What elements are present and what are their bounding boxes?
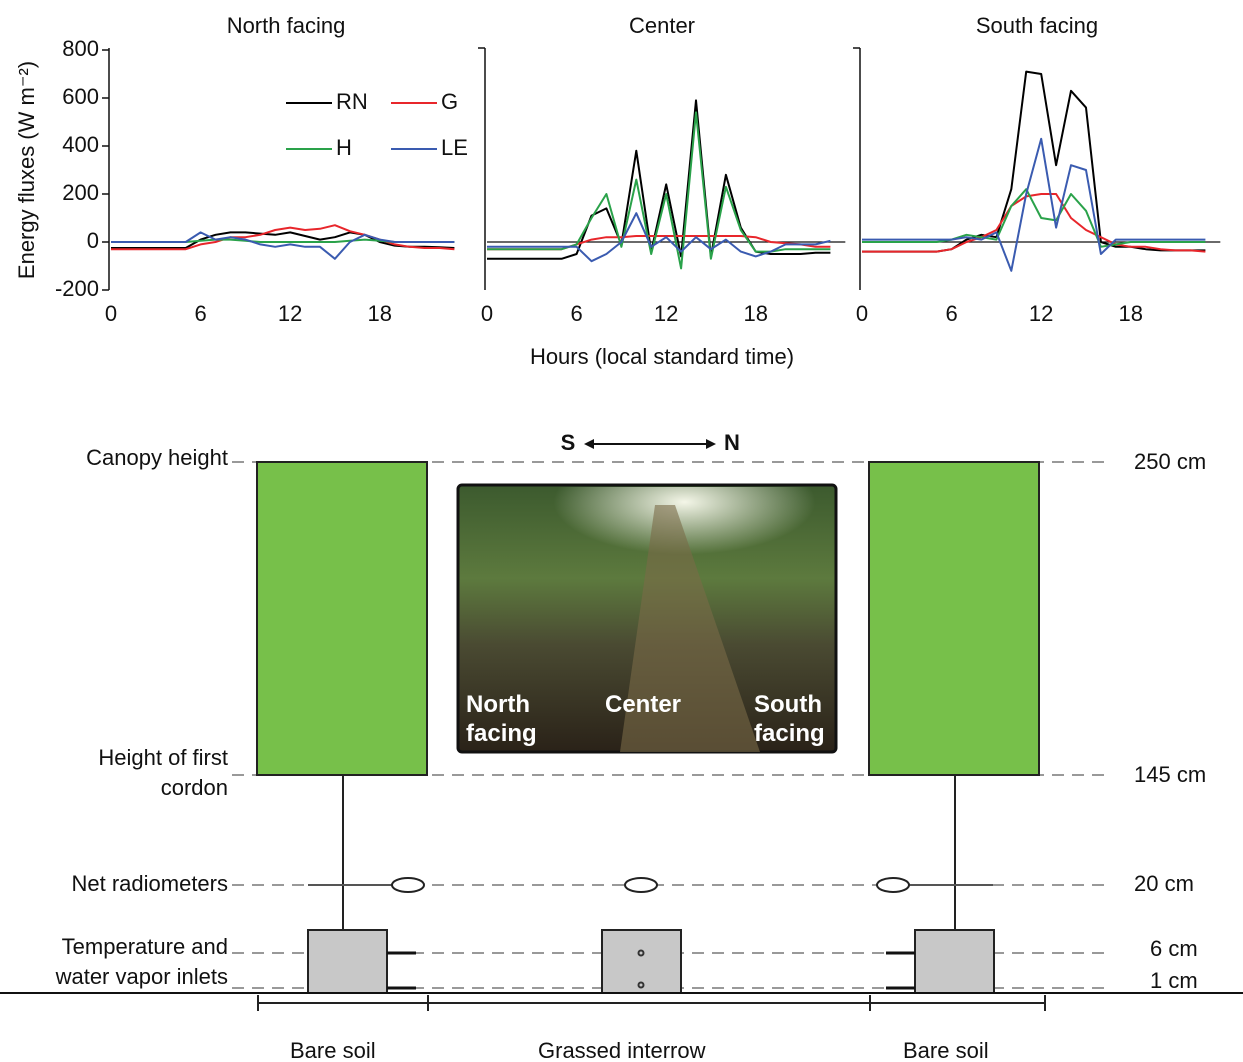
series-line [487, 111, 831, 270]
y-tick-label: 600 [62, 84, 99, 109]
right-label: 145 cm [1134, 762, 1207, 787]
canopy [868, 461, 1040, 776]
radiometer [624, 877, 658, 893]
x-tick-label: 0 [105, 301, 117, 326]
y-tick-label: -200 [55, 276, 99, 301]
legend-label: G [441, 89, 458, 114]
direction-label: N [724, 430, 740, 455]
right-label: 1 cm [1150, 968, 1198, 993]
legend-label: RN [336, 89, 368, 114]
direction-label: S [561, 430, 576, 455]
right-label: 250 cm [1134, 449, 1207, 474]
logger-box [307, 929, 388, 994]
x-tick-label: 18 [1118, 301, 1142, 326]
left-label: Temperature and water vapor inlets [55, 934, 228, 989]
inlet [637, 981, 645, 989]
legend-label: H [336, 135, 352, 160]
x-tick-label: 18 [743, 301, 767, 326]
inlet [637, 949, 645, 957]
series-line [487, 212, 831, 263]
photo-label: South facing [754, 691, 825, 747]
radiometer [391, 877, 425, 893]
series-line [862, 193, 1206, 253]
right-label: 20 cm [1134, 871, 1194, 896]
radiometer [876, 877, 910, 893]
x-tick-label: 6 [945, 301, 957, 326]
y-tick-label: 800 [62, 36, 99, 61]
series-line [111, 224, 455, 251]
y-axis-label: Energy fluxes (W m⁻²) [14, 61, 39, 279]
series-line [862, 188, 1206, 248]
photo-label: North facing [466, 691, 537, 747]
bottom-label: Bare soil [290, 1038, 376, 1062]
series-line [111, 231, 455, 260]
right-label: 6 cm [1150, 936, 1198, 961]
x-tick-label: 0 [856, 301, 868, 326]
logger-box [914, 929, 995, 994]
x-tick-label: 6 [570, 301, 582, 326]
x-tick-label: 18 [367, 301, 391, 326]
series-line [487, 99, 831, 260]
x-tick-label: 0 [481, 301, 493, 326]
left-label: Height of first cordon [98, 745, 228, 800]
diagram-layout [0, 439, 1243, 1011]
bottom-label: Grassed interrow [538, 1038, 706, 1062]
canopy [256, 461, 428, 776]
legend-label: LE [441, 135, 468, 160]
x-tick-label: 12 [1029, 301, 1053, 326]
y-tick-label: 0 [87, 228, 99, 253]
bottom-label: Bare soil [903, 1038, 989, 1062]
left-label: Net radiometers [71, 871, 228, 896]
chart-title: North facing [227, 13, 346, 38]
chart-title: Center [629, 13, 695, 38]
y-tick-label: 200 [62, 180, 99, 205]
x-tick-label: 12 [278, 301, 302, 326]
series-line [862, 137, 1206, 272]
left-label: Canopy height [86, 445, 228, 470]
series-line [862, 70, 1206, 253]
y-tick-label: 400 [62, 132, 99, 157]
x-tick-label: 12 [654, 301, 678, 326]
x-tick-label: 6 [194, 301, 206, 326]
photo-label: Center [605, 691, 682, 718]
photo-path [620, 505, 760, 752]
chart-title: South facing [976, 13, 1098, 38]
x-axis-label: Hours (local standard time) [530, 344, 794, 369]
